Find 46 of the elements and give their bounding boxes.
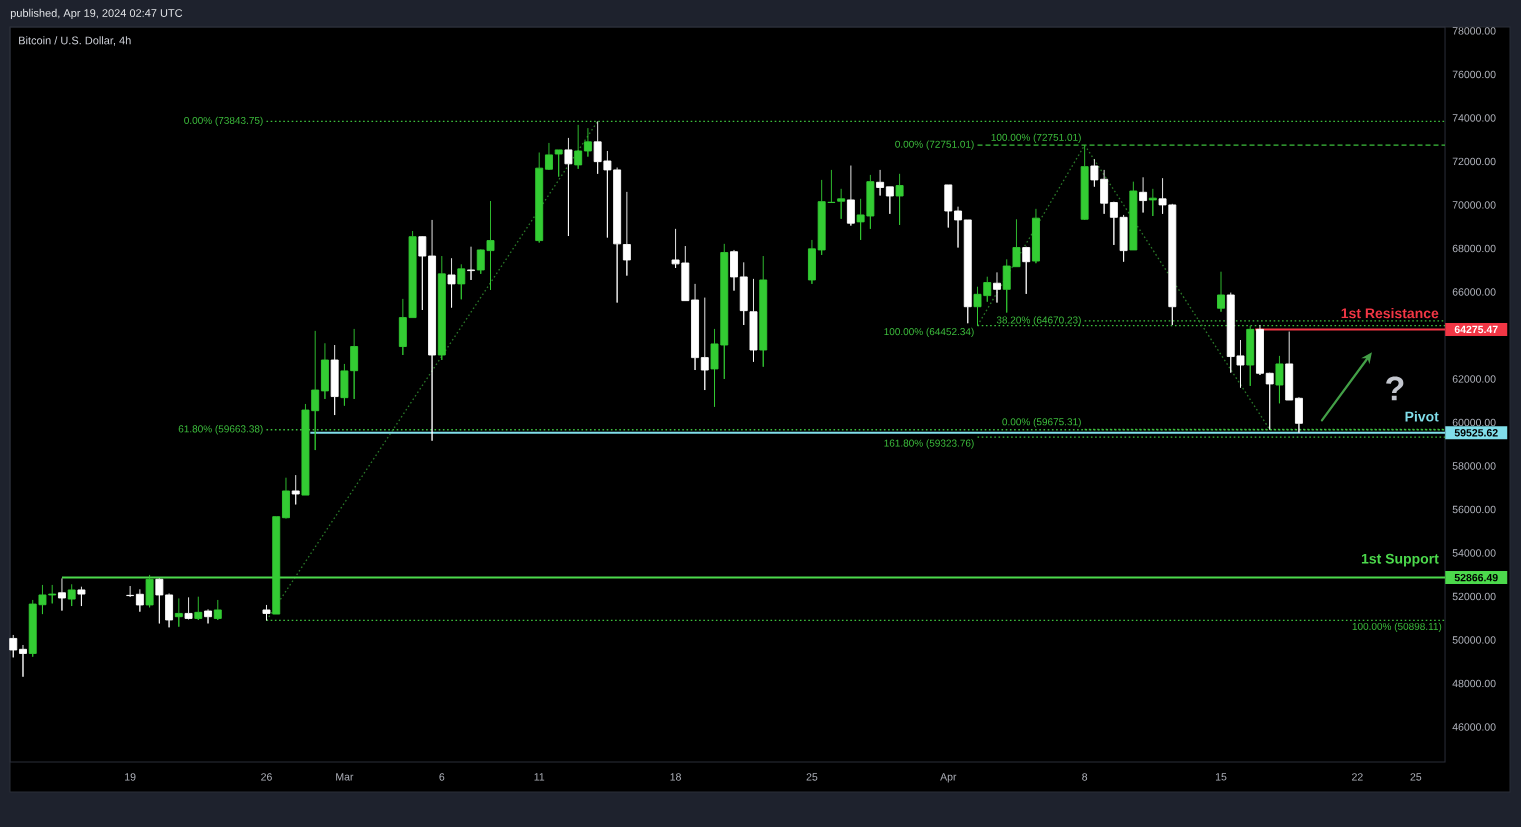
y-tick-label: 62000.00 xyxy=(1452,375,1496,383)
y-tick-label: 58000.00 xyxy=(1452,462,1496,470)
annotation: 0.00% (59675.31) xyxy=(1002,417,1081,428)
text: published, Apr 19, 2024 02:47 UTC xyxy=(10,8,183,20)
y-tick-label: 76000.00 xyxy=(1452,70,1496,79)
y-tick-label: 68000.00 xyxy=(1452,244,1496,253)
annotation: 100.00% (72751.01) xyxy=(991,133,1081,143)
y-tick-label: 56000.00 xyxy=(1452,505,1496,514)
annotation: 0.00% (73843.75) xyxy=(184,116,263,126)
x-tick-label: 6 xyxy=(439,773,445,781)
y-tick-label: 66000.00 xyxy=(1452,288,1496,296)
annotation: ? xyxy=(1386,376,1404,401)
x-tick-label: 19 xyxy=(125,773,136,781)
y-tick-label: 50000.00 xyxy=(1452,636,1496,644)
y-tick-label: 52000.00 xyxy=(1452,592,1496,601)
data-label: 64275.47 xyxy=(1454,325,1498,334)
data-label: 59525.62 xyxy=(1454,429,1498,437)
y-tick-label: 74000.00 xyxy=(1452,114,1496,122)
x-tick-label: Apr xyxy=(940,773,957,783)
annotation: 61.80% (59663.38) xyxy=(178,425,263,435)
series-label: 1st Resistance xyxy=(1341,307,1439,319)
x-tick-label: 25 xyxy=(806,773,818,781)
annotation: 161.80% (59323.76) xyxy=(884,439,974,449)
x-tick-label: Mar xyxy=(336,773,354,781)
text: Bitcoin / U.S. Dollar, 4h xyxy=(19,36,131,46)
y-tick-label: 72000.00 xyxy=(1452,157,1496,166)
annotation: 100.00% (64452.34) xyxy=(884,327,974,338)
annotation: 100.00% (50898.11) xyxy=(1352,622,1442,632)
x-tick-label: 18 xyxy=(670,773,681,781)
y-tick-label: 46000.00 xyxy=(1452,723,1496,731)
x-tick-label: 26 xyxy=(261,773,272,781)
annotation: 0.00% (72751.01) xyxy=(895,140,974,150)
y-tick-label: 78000.00 xyxy=(1452,27,1496,35)
data-label: 52866.49 xyxy=(1454,573,1498,582)
x-tick-label: 25 xyxy=(1410,773,1422,781)
series-label: 1st Support xyxy=(1361,553,1439,567)
x-tick-label: 8 xyxy=(1082,773,1088,781)
y-tick-label: 60000.00 xyxy=(1452,418,1496,427)
y-tick-label: 70000.00 xyxy=(1452,201,1496,209)
annotation: 38.20% (64670.23) xyxy=(996,316,1081,326)
series-label: Pivot xyxy=(1405,411,1439,422)
x-tick-label: 15 xyxy=(1215,773,1227,781)
x-tick-label: 22 xyxy=(1352,773,1363,781)
y-tick-label: 48000.00 xyxy=(1452,679,1496,688)
y-tick-label: 54000.00 xyxy=(1452,549,1496,557)
x-tick-label: 11 xyxy=(534,773,545,781)
